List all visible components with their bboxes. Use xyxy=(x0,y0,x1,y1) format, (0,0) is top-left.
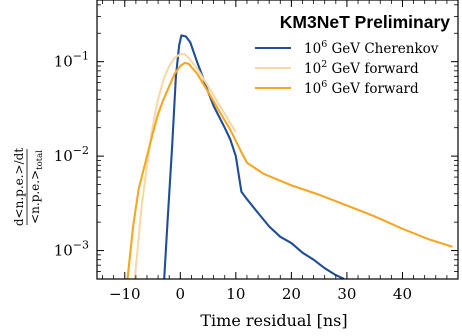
tick-labels: −10 0 10 20 30 40 10−1 10−2 10−3 xyxy=(54,50,412,303)
y-axis-label: d<n.p.e.>/dt <n.p.e.>total xyxy=(12,148,45,226)
x-axis-label: Time residual [ns] xyxy=(200,311,347,330)
y-tick-label: 10−1 xyxy=(54,50,89,71)
chart-annotation: KM3NeT Preliminary xyxy=(280,12,450,32)
x-tick-label: 20 xyxy=(282,285,301,303)
axes-frame xyxy=(96,0,459,280)
y-axis-label-numerator: d<n.p.e.>/dt xyxy=(12,148,26,226)
x-tick-label: −10 xyxy=(109,285,141,303)
x-tick-label: 10 xyxy=(226,285,245,303)
x-tick-label: 0 xyxy=(176,285,186,303)
legend-label: 106 GeV forward xyxy=(304,79,419,97)
legend-label: 102 GeV forward xyxy=(304,59,419,77)
ticks xyxy=(97,0,458,280)
x-tick-label: 30 xyxy=(337,285,356,303)
series-line xyxy=(133,53,237,279)
plot-lines xyxy=(126,34,453,279)
series-line xyxy=(163,34,345,279)
series-line xyxy=(126,61,453,279)
x-tick-label: 40 xyxy=(393,285,412,303)
legend: 106 GeV Cherenkov 102 GeV forward 106 GeV … xyxy=(255,39,439,97)
y-tick-label: 10−3 xyxy=(54,239,89,260)
y-tick-label: 10−2 xyxy=(54,144,89,165)
y-axis-label-denominator: <n.p.e.>total xyxy=(28,150,45,224)
legend-label: 106 GeV Cherenkov xyxy=(304,39,439,57)
